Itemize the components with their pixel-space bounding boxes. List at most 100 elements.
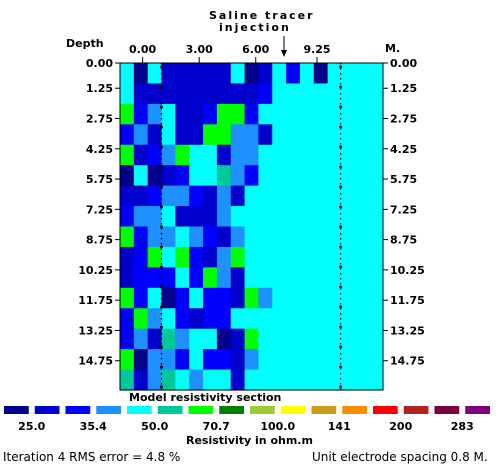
heatmap-cell <box>161 308 176 330</box>
heatmap-cell <box>147 124 163 146</box>
electrode-dot <box>159 85 163 89</box>
x-tick-label: 9.25 <box>303 43 330 56</box>
heatmap-cells <box>120 63 384 391</box>
heatmap-cell <box>230 287 246 309</box>
heatmap-cell <box>120 63 135 85</box>
heatmap-cell <box>216 267 232 289</box>
heatmap-cell <box>286 226 301 248</box>
heatmap-cell <box>175 369 190 391</box>
heatmap-cell <box>299 246 315 268</box>
colorbar-tick-label: 283 <box>451 420 474 433</box>
heatmap-cell <box>161 226 176 248</box>
y-tick-label-left: 11.75 <box>78 294 113 307</box>
heatmap-cell <box>175 308 190 330</box>
heatmap-cell <box>299 349 315 371</box>
heatmap-cell <box>120 267 135 289</box>
colorbar-swatch <box>96 406 121 414</box>
colorbar-swatch <box>65 406 91 414</box>
heatmap-cell <box>147 349 163 371</box>
y-tick-label-left: 7.25 <box>86 203 113 216</box>
electrode-dot <box>339 185 343 189</box>
heatmap-cell <box>133 83 149 105</box>
heatmap-cell <box>175 206 190 228</box>
heatmap-cell <box>120 328 135 350</box>
heatmap-cell <box>147 83 163 105</box>
electrode-dot <box>339 305 343 309</box>
heatmap-cell <box>120 83 135 105</box>
colorbar-swatch <box>465 406 490 414</box>
electrode-dot <box>339 125 343 129</box>
y-tick-label-right: 7.25 <box>390 203 417 216</box>
heatmap-cell <box>258 103 273 125</box>
heatmap-cell <box>189 185 204 207</box>
heatmap-cell <box>244 144 260 166</box>
heatmap-cell <box>286 144 301 166</box>
heatmap-cell <box>369 206 384 228</box>
heatmap-cell <box>175 267 190 289</box>
heatmap-cell <box>175 83 190 105</box>
colorbar-tick-label: 141 <box>328 420 351 433</box>
heatmap-cell <box>355 185 370 207</box>
heatmap-cell <box>355 246 370 268</box>
heatmap-cell <box>203 124 218 146</box>
y-tick-label-right: 8.75 <box>390 234 417 247</box>
heatmap-cell <box>355 144 370 166</box>
heatmap-cell <box>355 267 370 289</box>
y-tick-label-left: 4.25 <box>86 143 113 156</box>
heatmap-cell <box>120 287 135 309</box>
heatmap-cell <box>327 206 343 228</box>
heatmap-cell <box>244 246 260 268</box>
heatmap-cell <box>327 83 343 105</box>
y-tick-label-right: 10.25 <box>390 264 425 277</box>
heatmap-cell <box>327 165 343 187</box>
heatmap-cell <box>133 144 149 166</box>
heatmap-cell <box>272 63 287 85</box>
y-tick-label-right: 4.25 <box>390 143 417 156</box>
electrode-dot <box>339 265 343 269</box>
heatmap-cell <box>203 328 218 350</box>
heatmap-cell <box>299 144 315 166</box>
colorbar-tick-label: 25.0 <box>18 420 45 433</box>
heatmap-cell <box>313 103 329 125</box>
heatmap-cell <box>133 63 149 85</box>
x-tick-label: 6.00 <box>242 43 269 56</box>
heatmap-cell <box>313 185 329 207</box>
x-tick-label: 0.00 <box>129 43 156 56</box>
y-tick-label-right: 2.75 <box>390 113 417 126</box>
y-tick-label-left: 0.00 <box>86 57 113 70</box>
electrode-dot <box>159 205 163 209</box>
heatmap-cell <box>341 267 356 289</box>
injection-arrow-head <box>281 50 288 57</box>
electrode-dot <box>159 325 163 329</box>
electrode-dot <box>339 165 343 169</box>
heatmap-cell <box>369 287 384 309</box>
heatmap-cell <box>272 328 287 350</box>
heatmap-cell <box>369 165 384 187</box>
heatmap-cell <box>286 308 301 330</box>
heatmap-cell <box>327 63 343 85</box>
heatmap-cell <box>355 63 370 85</box>
electrode-dot <box>159 305 163 309</box>
heatmap-cell <box>203 103 218 125</box>
heatmap-cell <box>355 287 370 309</box>
borehole-electrodes-2 <box>339 63 343 390</box>
heatmap-cell <box>244 328 260 350</box>
electrode-dot <box>339 325 343 329</box>
heatmap-cell <box>369 226 384 248</box>
heatmap-cell <box>175 328 190 350</box>
heatmap-cell <box>230 206 246 228</box>
heatmap-cell <box>161 287 176 309</box>
heatmap-cell <box>230 349 246 371</box>
heatmap-cell <box>120 165 135 187</box>
colorbar-swatch <box>280 406 306 414</box>
heatmap-cell <box>258 328 273 350</box>
heatmap-cell <box>216 206 232 228</box>
heatmap-cell <box>189 63 204 85</box>
heatmap-cell <box>161 124 176 146</box>
heatmap-cell <box>189 103 204 125</box>
heatmap-cell <box>341 103 356 125</box>
heatmap-cell <box>133 103 149 125</box>
heatmap-cell <box>133 124 149 146</box>
y-tick-label-right: 13.25 <box>390 324 425 337</box>
heatmap-cell <box>341 226 356 248</box>
